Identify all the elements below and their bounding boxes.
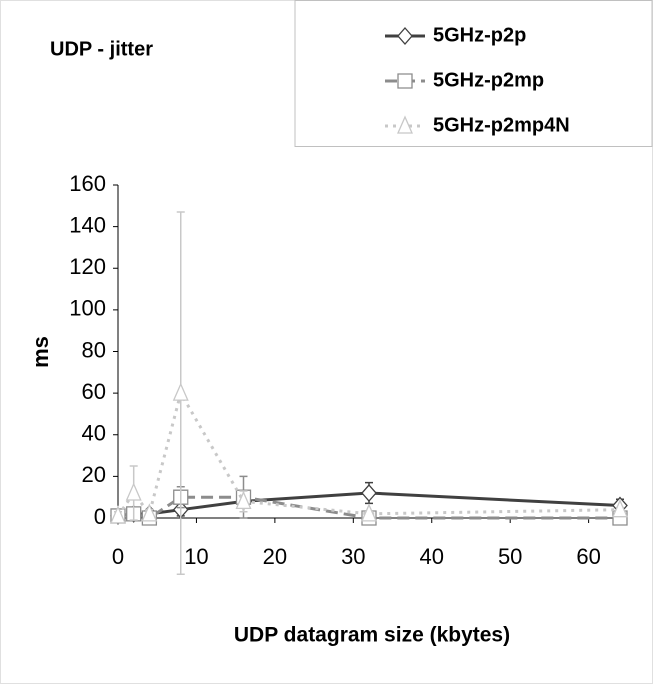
- y-tick-label: 40: [82, 421, 106, 446]
- data-point: [235, 490, 252, 510]
- x-tick-label: 0: [112, 544, 124, 569]
- x-tick-label: 30: [341, 544, 365, 569]
- x-tick-label: 10: [184, 544, 208, 569]
- y-tick-label: 160: [69, 171, 106, 196]
- y-tick-label: 120: [69, 254, 106, 279]
- x-tick-label: 20: [263, 544, 287, 569]
- y-tick-label: 20: [82, 462, 106, 487]
- legend-label: 5GHz-p2mp4N: [433, 114, 570, 136]
- data-point: [125, 482, 142, 501]
- data-point: [612, 499, 628, 518]
- y-tick-label: 60: [82, 379, 106, 404]
- y-tick-label: 0: [94, 504, 106, 529]
- legend-label: 5GHz-p2mp: [433, 69, 544, 91]
- x-tick-label: 50: [498, 544, 522, 569]
- data-point: [141, 503, 158, 522]
- x-tick-label: 60: [576, 544, 600, 569]
- x-axis-label: UDP datagram size (kbytes): [234, 624, 510, 647]
- legend-marker: [397, 27, 413, 45]
- x-tick-label: 40: [420, 544, 444, 569]
- legend-marker: [397, 115, 413, 134]
- data-point: [172, 382, 189, 401]
- y-axis-label: ms: [28, 336, 53, 368]
- legend-label: 5GHz-p2p: [433, 24, 526, 46]
- data-point: [110, 505, 126, 524]
- y-tick-label: 100: [69, 296, 106, 321]
- y-tick-label: 80: [82, 337, 106, 362]
- legend-box: [294, 0, 653, 147]
- legend-marker: [397, 73, 413, 89]
- data-point: [361, 484, 377, 503]
- data-point: [361, 503, 377, 522]
- y-tick-label: 140: [69, 212, 106, 237]
- chart-title: UDP - jitter: [50, 38, 153, 60]
